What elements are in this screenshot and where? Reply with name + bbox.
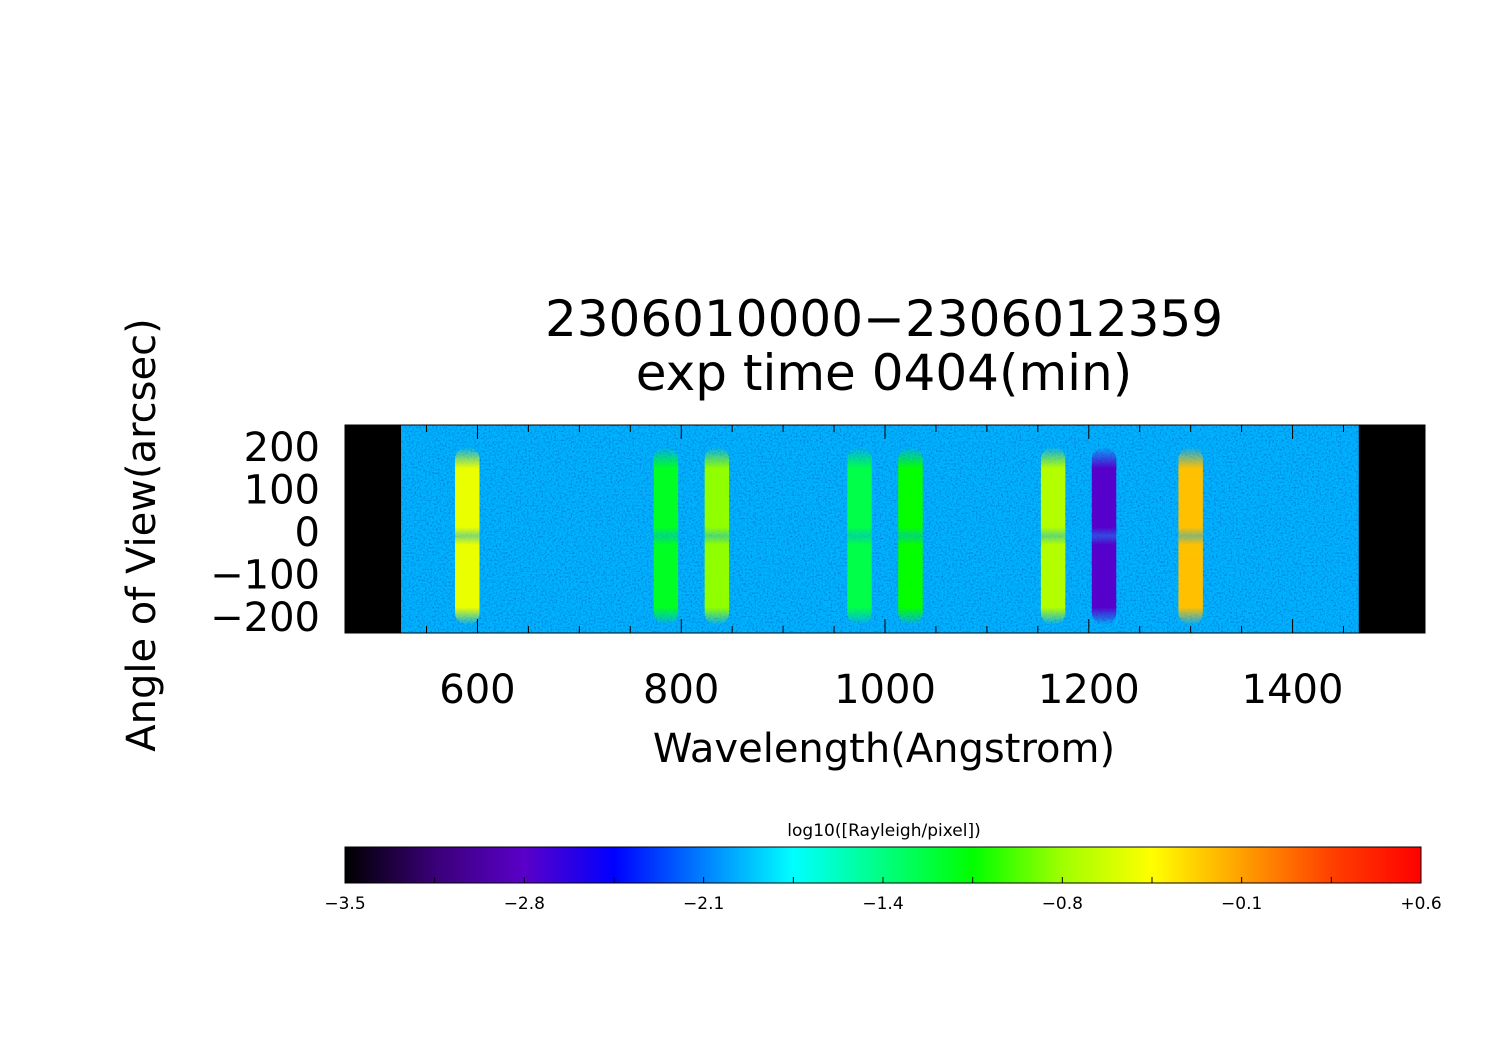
colorbar-tick-label: −3.5 xyxy=(324,894,365,914)
emission-band xyxy=(847,447,872,625)
colorbar-tick-label: −2.1 xyxy=(683,894,724,914)
chart-subtitle: exp time 0404(min) xyxy=(636,344,1133,402)
emission-band xyxy=(1040,447,1066,625)
emission-band xyxy=(898,447,923,625)
colorbar-tick-label: −0.8 xyxy=(1042,894,1083,914)
x-axis: 600 800 1000 1200 1400 xyxy=(375,425,1395,713)
x-tick-label: 600 xyxy=(439,667,515,713)
emission-band xyxy=(653,447,679,625)
x-tick-label: 1000 xyxy=(834,667,936,713)
y-tick-label: 0 xyxy=(295,510,320,556)
x-tick-label: 1400 xyxy=(1242,667,1344,713)
x-tick-label: 1200 xyxy=(1038,667,1140,713)
y-tick-label: −200 xyxy=(210,595,320,641)
x-axis-label: Wavelength(Angstrom) xyxy=(653,726,1115,772)
emission-band xyxy=(455,447,480,625)
emission-band xyxy=(1091,447,1117,625)
detector-noise xyxy=(401,425,1359,633)
emission-band xyxy=(704,447,730,625)
colorbar-label: log10([Rayleigh/pixel]) xyxy=(787,821,980,841)
x-tick-label: 800 xyxy=(643,667,719,713)
y-tick-label: 100 xyxy=(244,468,320,514)
y-tick-label: 200 xyxy=(244,425,320,471)
emission-band xyxy=(1178,447,1203,625)
y-axis-label: Angle of View(arcsec) xyxy=(119,318,165,751)
heatmap-plot-area xyxy=(345,425,1425,633)
colorbar-tick-label: +0.6 xyxy=(1400,894,1441,914)
colorbar-ticks: −3.5 −2.8 −2.1 −1.4 −0.8 −0.1 +0.6 xyxy=(324,877,1442,914)
colorbar-tick-label: −2.8 xyxy=(504,894,545,914)
colorbar-tick-label: −1.4 xyxy=(862,894,903,914)
chart-title: 2306010000−2306012359 xyxy=(545,290,1223,348)
colorbar-tick-label: −0.1 xyxy=(1221,894,1262,914)
y-tick-label: −100 xyxy=(210,553,320,599)
